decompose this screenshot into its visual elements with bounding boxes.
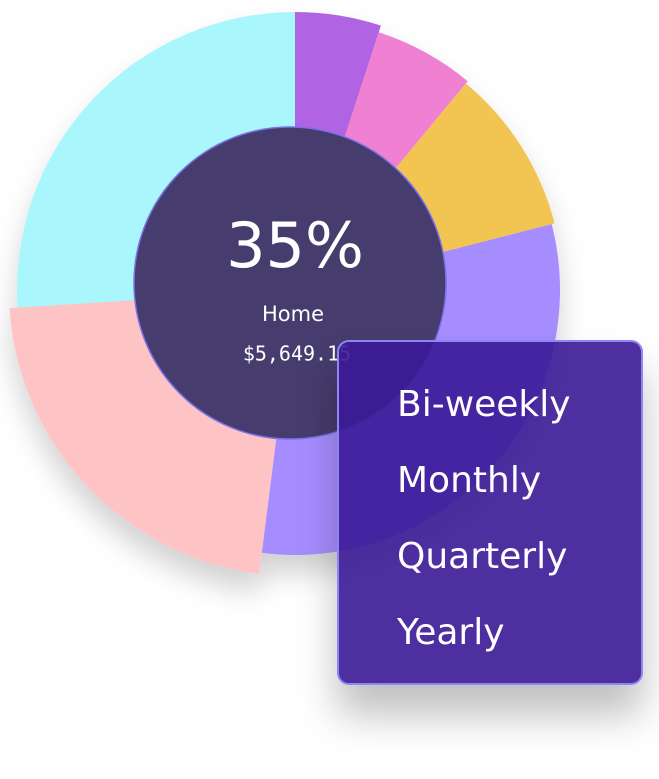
menu-item[interactable]: Quarterly xyxy=(397,536,568,577)
center-value: 35% xyxy=(226,209,364,282)
period-menu: Bi-weekly Monthly Quarterly Yearly xyxy=(337,340,643,685)
menu-item[interactable]: Monthly xyxy=(397,460,542,501)
menu-item[interactable]: Yearly xyxy=(397,612,505,653)
center-amount: $5,649.15 xyxy=(243,342,351,366)
menu-item[interactable]: Bi-weekly xyxy=(397,384,571,425)
center-label: Home xyxy=(262,302,324,326)
